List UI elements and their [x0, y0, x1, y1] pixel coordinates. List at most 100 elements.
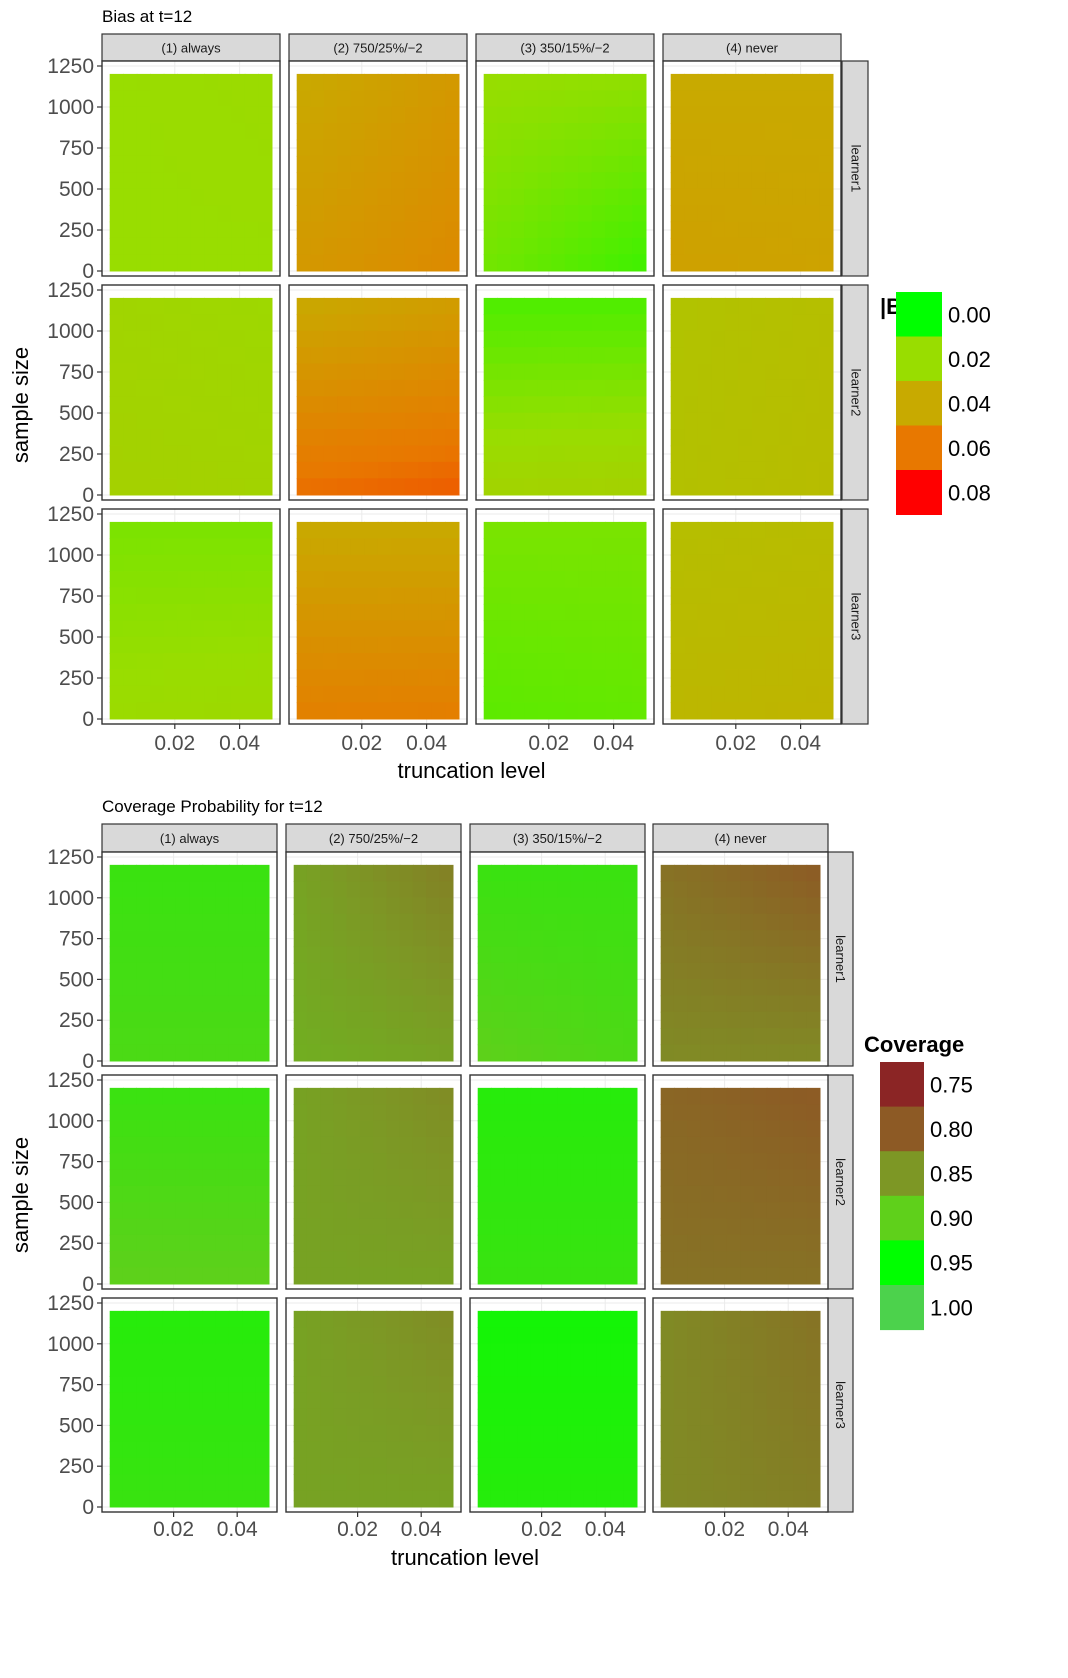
heatmap-cell	[189, 1044, 204, 1062]
heatmap-cell	[175, 1202, 190, 1220]
heatmap-cell	[364, 685, 379, 704]
heatmap-cell	[177, 123, 192, 141]
heatmap-cell	[497, 603, 512, 622]
heatmap-cell	[426, 1392, 441, 1410]
heatmap-cell	[359, 1044, 374, 1062]
heatmap-cell	[136, 864, 151, 882]
heatmap-cell	[583, 1087, 598, 1105]
heatmap-cell	[386, 995, 401, 1013]
heatmap-cell	[570, 1011, 585, 1029]
heatmap-cell	[228, 913, 243, 931]
heatmap-cell	[543, 881, 558, 899]
heatmap-cell	[805, 603, 820, 622]
heatmap-cell	[228, 1011, 243, 1029]
heatmap-cell	[477, 1490, 492, 1508]
panel-learner1-4-never	[652, 851, 829, 1067]
panel-learner2-2-750-25-2	[288, 284, 468, 501]
heatmap-cell	[697, 478, 712, 496]
heatmap-cell	[623, 1234, 638, 1252]
heatmap-cell	[323, 669, 338, 687]
heatmap-cell	[792, 636, 807, 654]
heatmap-cell	[806, 962, 821, 980]
heatmap-cell	[483, 461, 498, 480]
heatmap-cell	[175, 881, 190, 899]
heatmap-cell	[765, 669, 780, 687]
heatmap-cell	[364, 412, 379, 430]
heatmap-cell	[740, 1044, 755, 1062]
heatmap-cell	[177, 221, 192, 239]
heatmap-cell	[753, 1087, 768, 1105]
heatmap-cell	[346, 1474, 361, 1492]
heatmap-cell	[109, 653, 124, 671]
heatmap-cell	[623, 1425, 638, 1443]
heatmap-cell	[109, 330, 124, 348]
heatmap-cell	[751, 461, 766, 480]
heatmap-cell	[684, 139, 699, 157]
heatmap-cell	[543, 1327, 558, 1345]
heatmap-cell	[373, 1153, 388, 1171]
heatmap-cell	[596, 1011, 611, 1029]
heatmap-cell	[697, 330, 712, 348]
heatmap-cell	[483, 254, 498, 272]
heatmap-cell	[217, 237, 232, 256]
heatmap-cell	[766, 1251, 781, 1269]
heatmap-cell	[255, 864, 270, 882]
heatmap-cell	[202, 1234, 217, 1252]
heatmap-cell	[373, 1474, 388, 1492]
heatmap-cell	[202, 881, 217, 899]
heatmap-cell	[765, 603, 780, 622]
plotarea-outline	[469, 1074, 646, 1290]
heatmap-cell	[497, 620, 512, 638]
panel-learner1-2-750-25-2	[285, 851, 462, 1067]
heatmap-cell	[431, 653, 446, 671]
plotarea-outline	[288, 60, 468, 277]
heatmap-cell	[202, 1251, 217, 1269]
heatmap-cell	[123, 412, 138, 430]
heatmap-cell	[524, 172, 539, 190]
heatmap-cell	[713, 1327, 728, 1345]
heatmap-cell	[510, 188, 525, 206]
heatmap-cell	[320, 1457, 335, 1475]
heatmap-cell	[477, 1408, 492, 1426]
heatmap-cell	[623, 1202, 638, 1220]
heatmap-cell	[726, 1267, 741, 1285]
heatmap-cell	[109, 106, 124, 124]
heatmap-cell	[477, 1425, 492, 1443]
heatmap-cell	[364, 347, 379, 365]
heatmap-cell	[483, 73, 498, 92]
heatmap-cell	[162, 1457, 177, 1475]
heatmap-cell	[177, 587, 192, 605]
heatmap-cell	[215, 1153, 230, 1171]
heatmap-cell	[713, 1359, 728, 1377]
heatmap-cell	[530, 1408, 545, 1426]
heatmap-cell	[596, 1120, 611, 1138]
heatmap-cell	[337, 139, 352, 157]
heatmap-cell	[483, 554, 498, 572]
heatmap-cell	[605, 478, 620, 496]
heatmap-cell	[320, 1408, 335, 1426]
heatmap-cell	[242, 1392, 257, 1410]
heatmap-cell	[386, 1218, 401, 1236]
heatmap-cell	[530, 1087, 545, 1105]
heatmap-cell	[136, 636, 151, 654]
heatmap-cell	[431, 685, 446, 704]
heatmap-cell	[306, 1457, 321, 1475]
heatmap-cell	[792, 702, 807, 720]
heatmap-cell	[228, 946, 243, 964]
heatmap-cell	[217, 669, 232, 687]
heatmap-cell	[177, 254, 192, 272]
heatmap-cell	[632, 347, 647, 365]
heatmap-cell	[497, 314, 512, 332]
heatmap-cell	[697, 254, 712, 272]
heatmap-cell	[557, 864, 572, 882]
heatmap-cell	[404, 106, 419, 124]
heatmap-cell	[337, 702, 352, 720]
heatmap-cell	[412, 1234, 427, 1252]
heatmap-cell	[150, 620, 165, 638]
heatmap-cell	[632, 412, 647, 430]
heatmap-cell	[618, 461, 633, 480]
heatmap-cell	[583, 1310, 598, 1328]
heatmap-cell	[753, 1376, 768, 1394]
heatmap-cell	[399, 1327, 414, 1345]
heatmap-cells	[293, 1310, 454, 1508]
